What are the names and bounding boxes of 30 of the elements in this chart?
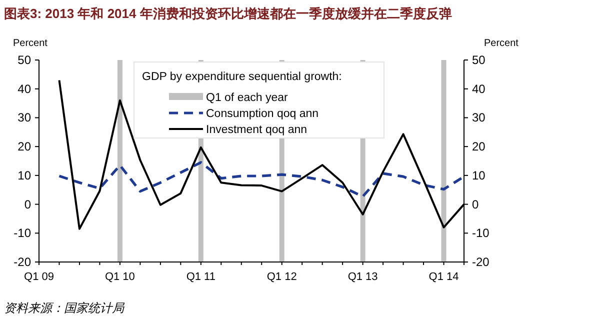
y-tick-label: -20 — [14, 255, 32, 269]
legend-title: GDP by expenditure sequential growth: — [142, 71, 342, 83]
y-tick-label: 20 — [18, 140, 32, 154]
y2-tick-label: 0 — [472, 197, 479, 212]
y2-tick-label: 10 — [472, 168, 486, 182]
legend-label: Consumption qoq ann — [206, 108, 319, 120]
x-tick-label: Q1 10 — [104, 271, 135, 283]
x-tick-label: Q1 13 — [348, 271, 378, 283]
y-tick-label: 30 — [18, 110, 32, 125]
y2-tick-label: -10 — [472, 226, 490, 240]
y2-tick-label: 50 — [472, 53, 486, 67]
legend-label: Q1 of each year — [206, 92, 288, 104]
y-tick-label: -10 — [14, 226, 32, 240]
x-tick-label: Q1 09 — [24, 271, 54, 283]
y2-tick-label: -20 — [472, 255, 490, 269]
y-tick-label: 40 — [18, 82, 32, 96]
legend-label: Investment qoq ann — [206, 124, 308, 136]
y-axis-title: Percent — [13, 38, 48, 49]
y-tick-label: 50 — [18, 53, 32, 67]
y2-tick-label: 40 — [472, 82, 486, 96]
chart-title: 图表3: 2013 年和 2014 年消费和投资环比增速都在一季度放缓并在二季度反弹 — [4, 6, 452, 21]
y-tick-label: 0 — [24, 197, 32, 212]
y-tick-label: 10 — [18, 168, 32, 182]
text: 资料来源：国家统计局 — [4, 301, 125, 315]
x-tick-label: Q1 12 — [266, 271, 297, 283]
y2-axis-title: Percent — [484, 38, 519, 49]
y2-tick-label: 30 — [472, 110, 486, 125]
x-tick-label: Q1 14 — [428, 271, 459, 283]
y2-tick-label: 20 — [472, 140, 486, 154]
x-tick-label: Q1 11 — [186, 271, 216, 283]
